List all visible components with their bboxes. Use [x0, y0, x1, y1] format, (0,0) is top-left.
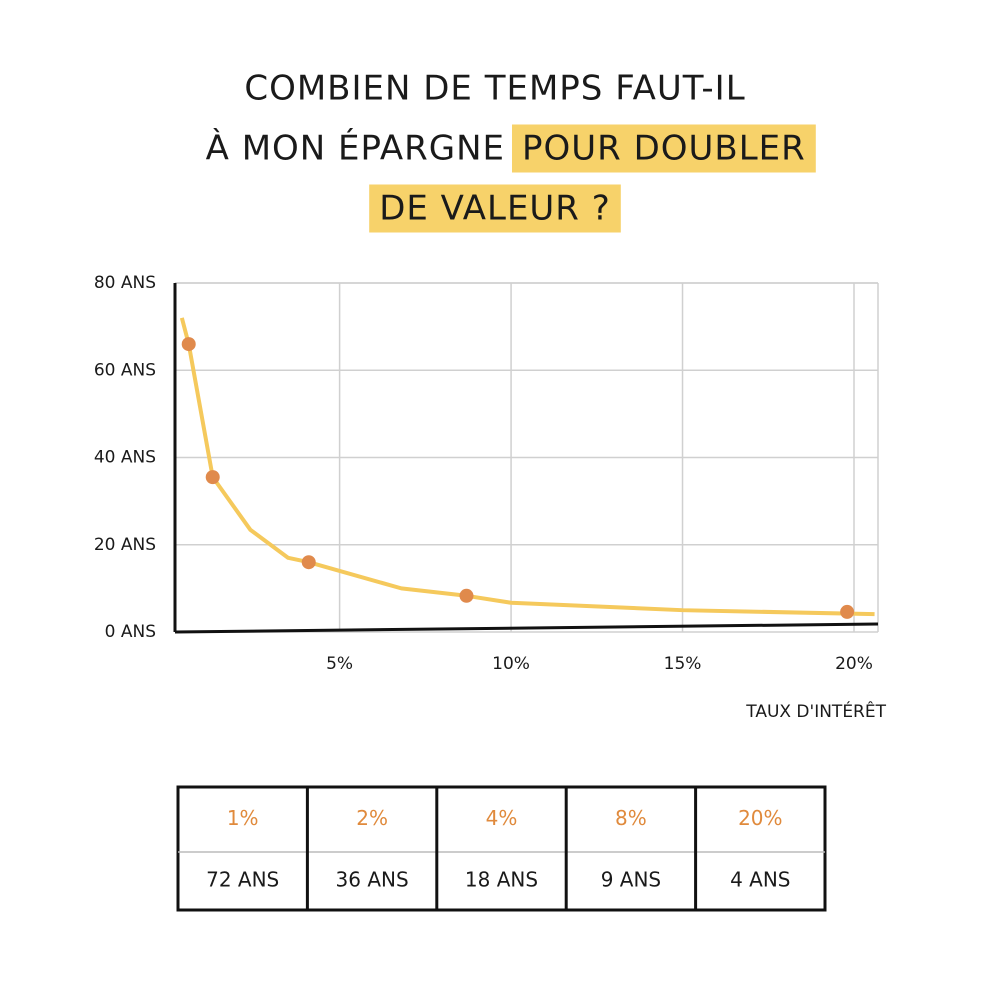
title-highlight: DE VALEUR ?	[379, 189, 611, 229]
point	[205, 470, 220, 485]
x-tick-label: 20%	[835, 654, 873, 674]
table-cell: 2%	[356, 806, 388, 830]
table-cell: 8%	[615, 806, 647, 830]
table-cell: 18 ANS	[465, 868, 538, 892]
y-tick-label: 20 ANS	[94, 535, 156, 555]
title-line: COMBIEN DE TEMPS FAUT-IL	[244, 69, 745, 109]
table-cell: 36 ANS	[336, 868, 409, 892]
table-cell: 1%	[227, 806, 259, 830]
point	[840, 604, 855, 619]
point	[301, 555, 316, 570]
x-tick-label: 10%	[492, 654, 530, 674]
x-axis	[174, 622, 879, 634]
table-cell: 4%	[486, 806, 518, 830]
point	[459, 588, 474, 603]
table-border	[176, 785, 827, 912]
y-tick-label: 80 ANS	[94, 273, 156, 293]
highlight	[369, 184, 621, 233]
table-cell: 20%	[738, 806, 782, 830]
x-tick-label: 5%	[326, 654, 353, 674]
title-line: À MON ÉPARGNE	[206, 128, 505, 169]
title-highlight: POUR DOUBLER	[522, 129, 806, 169]
y-tick-label: 40 ANS	[94, 448, 156, 468]
line	[179, 317, 875, 617]
y-tick-label: 0 ANS	[105, 622, 156, 642]
x-tick-label: 15%	[664, 654, 702, 674]
point	[181, 337, 196, 352]
x-axis-label: TAUX D'INTÉRÊT	[745, 700, 886, 722]
table-cell: 9 ANS	[601, 868, 661, 892]
table-cell: 4 ANS	[730, 868, 790, 892]
table-cell: 72 ANS	[206, 868, 279, 892]
y-tick-label: 60 ANS	[94, 360, 156, 380]
highlight	[512, 124, 816, 173]
